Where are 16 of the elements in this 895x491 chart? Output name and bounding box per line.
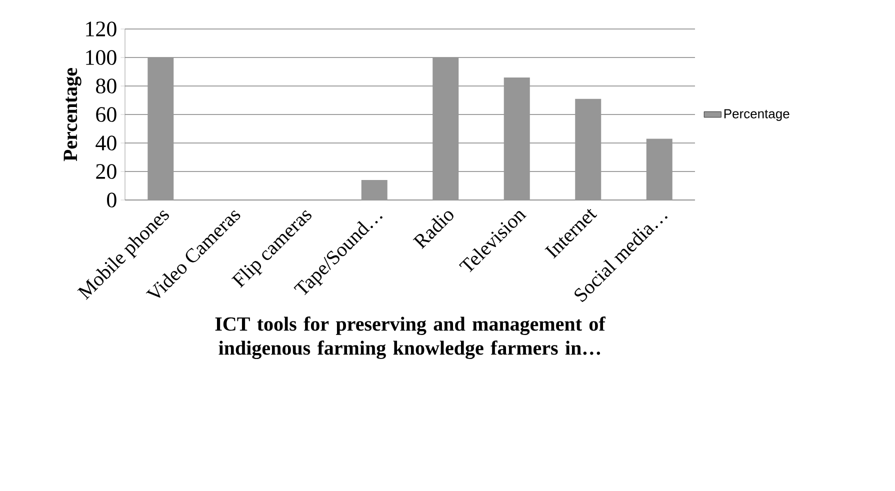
y-tick-label: 40 bbox=[96, 136, 116, 150]
y-tick-label: 60 bbox=[96, 107, 116, 122]
bar bbox=[432, 58, 459, 200]
y-axis-title: Percentage bbox=[64, 68, 82, 162]
bar bbox=[148, 58, 174, 200]
y-tick-label: 80 bbox=[96, 78, 116, 94]
bar bbox=[504, 77, 530, 200]
y-tick-label: 120 bbox=[86, 22, 116, 36]
legend-label: Percentage bbox=[724, 109, 790, 121]
bar bbox=[646, 138, 672, 200]
y-tick-label: 20 bbox=[96, 164, 116, 179]
bar bbox=[575, 98, 602, 200]
y-tick-label: 0 bbox=[107, 192, 116, 208]
y-tick-label: 100 bbox=[86, 50, 116, 65]
bar bbox=[361, 180, 388, 200]
x-axis-title: ICT tools for preserving and management of indigenous farming knowledge farmers in… bbox=[215, 316, 606, 359]
